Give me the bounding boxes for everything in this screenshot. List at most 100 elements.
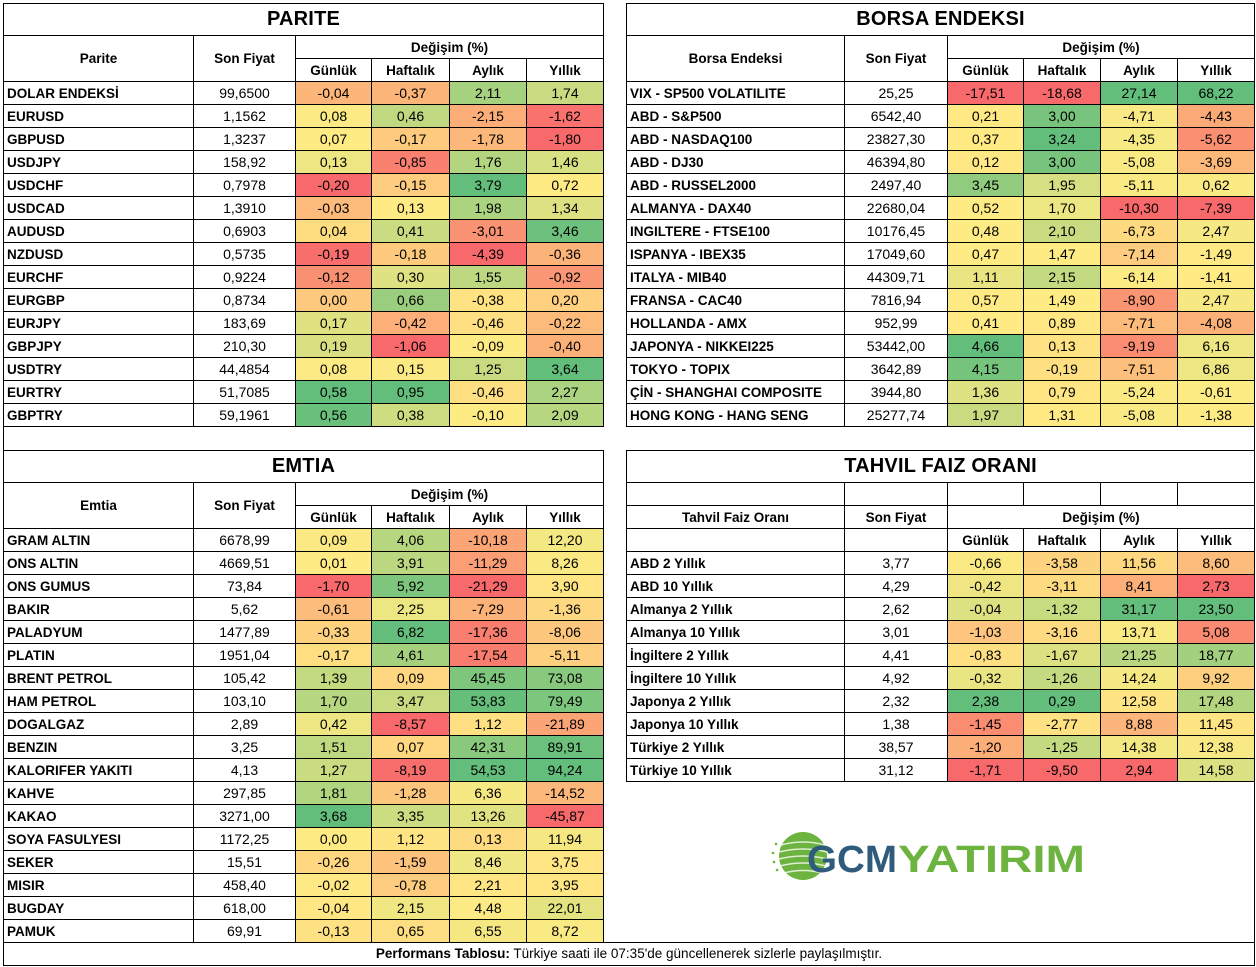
table-row: Japonya 10 Yıllık 1,38 -1,45 -2,77 8,88 11,45 (626, 712, 1256, 736)
change-weekly: 0,07 (371, 735, 450, 759)
table-row: İngiltere 2 Yıllık 4,41 -0,83 -1,67 21,25 18,… (626, 643, 1256, 667)
change-monthly: -10,30 (1100, 196, 1178, 220)
change-yearly: -1,38 (1176, 403, 1256, 427)
row-name: MISIR (3, 873, 194, 897)
empty-cell (1176, 482, 1256, 506)
change-weekly: -3,16 (1023, 620, 1101, 644)
change-daily: -1,45 (947, 712, 1024, 736)
change-daily: 0,00 (295, 827, 372, 851)
row-name: EURJPY (3, 311, 194, 335)
change-daily: 0,17 (295, 311, 372, 335)
change-yearly: 1,34 (526, 196, 604, 220)
change-monthly: -5,08 (1100, 150, 1178, 174)
change-yearly: 11,94 (526, 827, 604, 851)
monthly-header: Aylık (449, 58, 527, 82)
change-yearly: 2,73 (1176, 574, 1256, 598)
last-price: 158,92 (193, 150, 296, 174)
row-name: ONS ALTIN (3, 551, 194, 575)
row-name: DOGALGAZ (3, 712, 194, 736)
weekly-header: Haftalık (1023, 528, 1101, 552)
empty-cell (1100, 482, 1178, 506)
change-monthly: -6,14 (1100, 265, 1178, 289)
globe-icon (771, 832, 828, 880)
row-name: KAHVE (3, 781, 194, 805)
change-yearly: 2,27 (526, 380, 604, 404)
change-yearly: -21,89 (526, 712, 604, 736)
change-weekly: -3,58 (1023, 551, 1101, 575)
row-name: SEKER (3, 850, 194, 874)
change-weekly: 0,29 (1023, 689, 1101, 713)
change-daily: 0,09 (295, 528, 372, 552)
last-price: 1,38 (844, 712, 948, 736)
last-price: 1,3237 (193, 127, 296, 151)
change-weekly: -9,50 (1023, 758, 1101, 782)
change-monthly: 6,55 (449, 919, 527, 943)
change-monthly: -0,46 (449, 380, 527, 404)
change-daily: -0,04 (295, 896, 372, 920)
table-row: ONS ALTIN 4669,51 0,01 3,91 -11,29 8,26 (3, 551, 604, 575)
row-name: ABD - NASDAQ100 (626, 127, 845, 151)
change-daily: -0,04 (295, 81, 372, 105)
change-group-header: Değişim (%) (946, 35, 1256, 59)
change-daily: 0,13 (295, 150, 372, 174)
table-row: SOYA FASULYESI 1172,25 0,00 1,12 0,13 11,94 (3, 827, 604, 851)
last-price: 4,13 (193, 758, 296, 782)
row-name: KALORIFER YAKITI (3, 758, 194, 782)
row-name: Japonya 2 Yıllık (626, 689, 845, 713)
change-monthly: 3,79 (449, 173, 527, 197)
last-price: 0,7978 (193, 173, 296, 197)
change-weekly: 0,79 (1023, 380, 1101, 404)
table-row: ISPANYA - IBEX35 17049,60 0,47 1,47 -7,14 -1,… (626, 242, 1256, 266)
table-row: DOGALGAZ 2,89 0,42 -8,57 1,12 -21,89 (3, 712, 604, 736)
change-daily: -0,13 (295, 919, 372, 943)
daily-header: Günlük (295, 58, 372, 82)
change-yearly: 5,08 (1176, 620, 1256, 644)
change-monthly: 1,25 (449, 357, 527, 381)
change-monthly: -10,18 (449, 528, 527, 552)
change-monthly: -5,08 (1100, 403, 1178, 427)
last-price: 210,30 (193, 334, 296, 358)
row-name: ABD - DJ30 (626, 150, 845, 174)
change-monthly: -3,01 (449, 219, 527, 243)
table-row: BENZIN 3,25 1,51 0,07 42,31 89,91 (3, 735, 604, 759)
change-group-header: Değişim (%) (295, 35, 604, 59)
last-price: 618,00 (193, 896, 296, 920)
table-row: HAM PETROL 103,10 1,70 3,47 53,83 79,49 (3, 689, 604, 713)
change-yearly: -8,06 (526, 620, 604, 644)
last-price: 0,8734 (193, 288, 296, 312)
change-yearly: 6,86 (1176, 357, 1256, 381)
row-name: İngiltere 2 Yıllık (626, 643, 845, 667)
change-weekly: -1,26 (1023, 666, 1101, 690)
name-column-header: Parite (3, 35, 194, 82)
change-yearly: 0,20 (526, 288, 604, 312)
change-weekly: 3,47 (371, 689, 450, 713)
table-row: GRAM ALTIN 6678,99 0,09 4,06 -10,18 12,20 (3, 528, 604, 552)
change-monthly: 1,12 (449, 712, 527, 736)
table-title: PARITE (3, 3, 604, 36)
table-row: İngiltere 10 Yıllık 4,92 -0,32 -1,26 14,24 9,… (626, 666, 1256, 690)
change-weekly: 1,70 (1023, 196, 1101, 220)
table-row: EURUSD 1,1562 0,08 0,46 -2,15 -1,62 (3, 104, 604, 128)
table-row: VIX - SP500 VOLATILITE 25,25 -17,51 -18,68 2… (626, 81, 1256, 105)
weekly-header: Haftalık (371, 58, 450, 82)
row-name: ITALYA - MIB40 (626, 265, 845, 289)
row-name: USDCAD (3, 196, 194, 220)
change-daily: 0,52 (947, 196, 1024, 220)
row-name: Almanya 10 Yıllık (626, 620, 845, 644)
change-daily: -0,66 (947, 551, 1024, 575)
last-price: 44,4854 (193, 357, 296, 381)
row-name: ISPANYA - IBEX35 (626, 242, 845, 266)
empty-cell (1023, 482, 1101, 506)
change-yearly: 12,20 (526, 528, 604, 552)
change-monthly: -9,19 (1100, 334, 1178, 358)
change-weekly: 1,12 (371, 827, 450, 851)
emtia-table: EMTIA Emtia Son Fiyat Değişim (%) Günlük… (3, 450, 604, 943)
change-weekly: 1,95 (1023, 173, 1101, 197)
row-name: GBPUSD (3, 127, 194, 151)
change-monthly: -11,29 (449, 551, 527, 575)
table-row: DOLAR ENDEKSİ 99,6500 -0,04 -0,37 2,11 1,74 (3, 81, 604, 105)
change-yearly: -0,92 (526, 265, 604, 289)
change-daily: 0,42 (295, 712, 372, 736)
row-name: BRENT PETROL (3, 666, 194, 690)
last-price: 44309,71 (844, 265, 948, 289)
